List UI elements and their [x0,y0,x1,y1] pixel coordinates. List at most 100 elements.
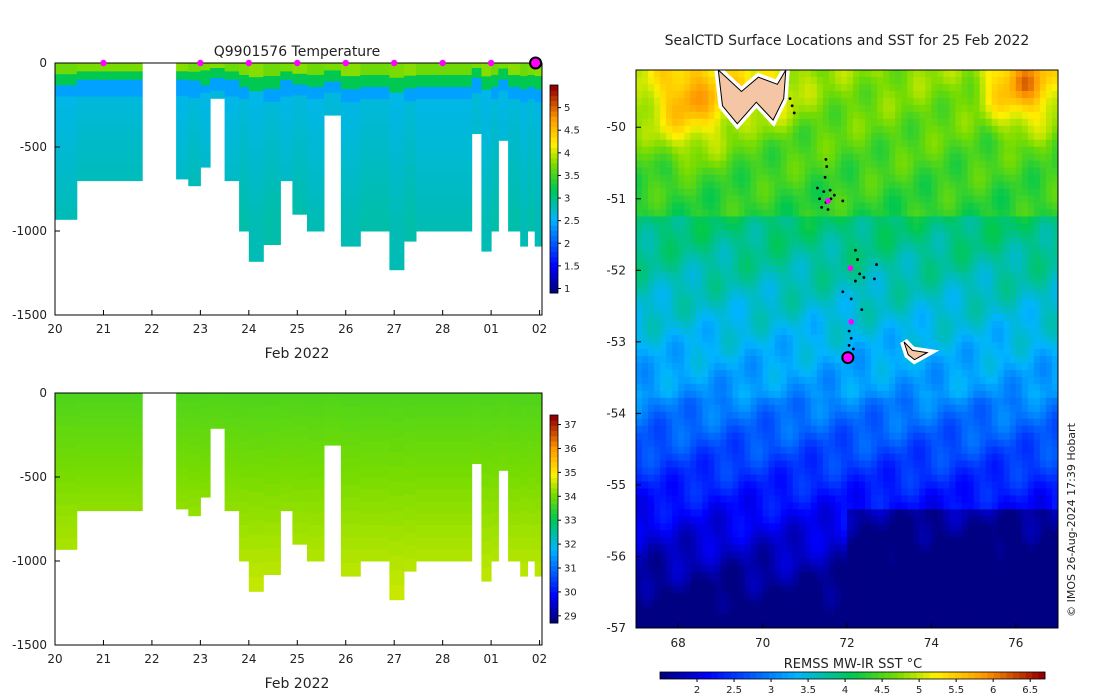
sst-cell [822,104,830,113]
profile-column [498,426,509,433]
sst-cell [642,160,649,169]
sst-cell [792,293,800,301]
sst-cell [931,586,938,594]
sst-cell [750,593,757,601]
sst-cell [877,104,884,113]
profile-column [188,133,201,143]
profile-column [520,458,528,472]
profile-column [263,179,281,194]
sst-cell [696,104,703,113]
sst-cell [792,90,800,99]
sst-cell [834,593,842,601]
sst-cell [702,258,709,266]
sst-cell [702,537,709,545]
sst-cell [792,279,800,287]
sst-cell [828,223,836,231]
sst-cell [792,153,800,162]
sst-cell [678,76,685,85]
sst-cell [840,160,848,169]
sst-cell [678,300,685,308]
profile-column [307,207,325,220]
sst-cell [907,307,914,315]
sst-cell [816,167,824,176]
sst-cell [660,335,667,343]
sst-cell [732,167,739,176]
sst-cell [636,376,643,385]
sst-cell [889,321,896,329]
sst-cell [726,209,733,217]
sst-cell [702,251,709,259]
sst-cell [654,251,661,259]
sst-cell [642,209,649,217]
sst-cell [804,488,812,496]
sst-cell [786,565,794,573]
sst-cell [762,495,770,503]
sst-cell [702,586,709,594]
sst-cell [702,328,709,336]
sst-cell [919,376,926,385]
profile-column [292,95,308,107]
profile-column [508,63,521,76]
profile-column [248,577,264,592]
sst-cell [690,286,697,294]
profile-column [498,79,509,86]
sst-cell [768,460,776,468]
sst-cell [756,230,763,238]
sst-cell [798,362,806,371]
sst-cell [684,209,691,217]
sst-cell [744,216,751,224]
sst-cell [696,349,703,357]
sst-cell [780,160,788,169]
profile-column [248,435,264,451]
sst-cell [895,265,902,273]
sst-cell [901,390,908,399]
sst-cell [889,418,896,427]
sst-cell [774,153,782,162]
colorbar-segment [550,116,558,122]
sst-cell [744,335,751,343]
sst-cell [750,314,757,322]
sst-cell [937,125,944,134]
sst-cell [883,460,890,468]
sst-cell [907,160,914,169]
profile-column [248,105,264,121]
sst-cell [702,111,709,120]
sst-cell [792,342,800,350]
sst-cell [828,209,836,217]
colorbar-segment [550,147,558,154]
sst-cell [684,335,691,343]
profile-column [210,90,226,94]
sst-cell [738,453,745,462]
profile-column [176,434,189,444]
profile-column [481,460,492,475]
sst-cell [678,516,685,524]
sst-cell [714,474,721,482]
sst-cell [774,621,782,628]
sst-cell [865,530,872,538]
sst-cell [684,342,691,350]
sst-cell [804,202,812,210]
profile-column [527,219,536,232]
sst-cell [913,314,920,322]
sst-cell [798,474,806,482]
sst-cell [786,516,794,524]
sst-cell [690,209,697,217]
profile-column [248,91,264,106]
sst-cell [792,607,800,615]
sst-cell [774,453,782,462]
x-tick-label: 02 [532,322,547,336]
sst-cell [925,76,932,85]
sst-cell [636,307,643,315]
sst-cell [690,467,697,475]
sst-cell [726,125,733,134]
sst-cell [919,453,926,462]
sst-cell [768,244,776,252]
sst-cell [913,425,920,434]
profile-column [389,496,405,512]
sst-cell [702,453,709,462]
sst-cell [865,230,872,238]
sst-cell [660,181,667,189]
sst-cell [780,411,788,420]
sst-cell [822,258,830,266]
sst-cell [684,181,691,189]
